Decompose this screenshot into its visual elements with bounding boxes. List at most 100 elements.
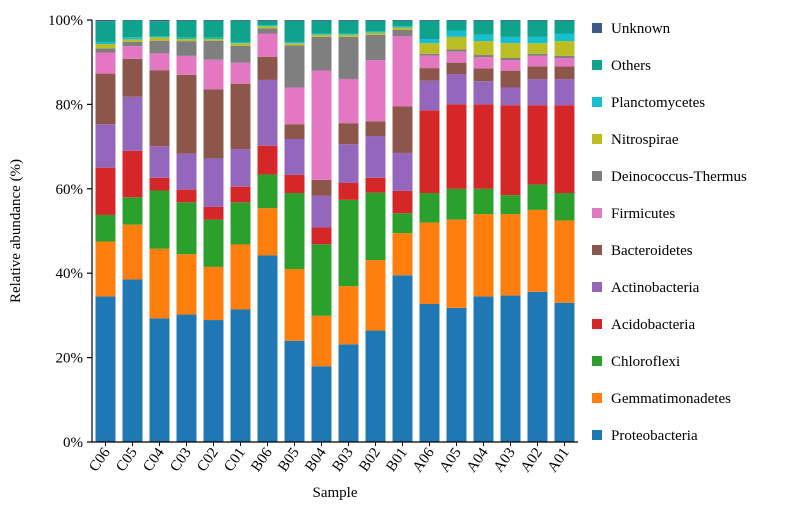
bar-segment-a05-acidobacteria: [446, 104, 467, 189]
bar-segment-c06-unknown: [95, 20, 116, 22]
bar-segment-c04-nitrospirae: [149, 37, 170, 41]
bar-segment-a01-others: [554, 20, 575, 34]
legend-swatch-others: [592, 60, 602, 70]
bar-segment-b02-proteobacteria: [365, 330, 386, 442]
bar-segment-b06-others: [257, 20, 278, 26]
bar-segment-a05-planctomycetes: [446, 30, 467, 37]
bar-segment-b04-chloroflexi: [311, 244, 332, 316]
bar-segment-a06-proteobacteria: [419, 304, 440, 442]
bar-segment-a02-deinococcus-thermus: [527, 53, 548, 56]
bar-segment-b03-others: [338, 20, 359, 34]
bar-segment-a06-chloroflexi: [419, 193, 440, 223]
bar-segment-a03-bacteroidetes: [500, 70, 521, 88]
bar-segment-a02-bacteroidetes: [527, 66, 548, 80]
bar-segment-a02-acidobacteria: [527, 105, 548, 185]
x-tick-label-b01: B01: [383, 445, 410, 475]
bar-segment-c02-deinococcus-thermus: [203, 40, 224, 60]
bar-segment-b04-deinococcus-thermus: [311, 36, 332, 71]
bar-segment-c01-actinobacteria: [230, 149, 251, 187]
bar-segment-c05-bacteroidetes: [122, 58, 143, 97]
bar-segment-c01-firmicutes: [230, 62, 251, 84]
x-tick-label-a04: A04: [464, 445, 492, 476]
bar-segment-c04-gemmatimonadetes: [149, 248, 170, 319]
bar-segment-a02-gemmatimonadetes: [527, 209, 548, 292]
bar-segment-a01-unknown: [554, 20, 575, 21]
legend-label-bacteroidetes: Bacteroidetes: [611, 243, 693, 259]
bar-segment-a06-gemmatimonadetes: [419, 222, 440, 305]
bar-segment-a04-firmicutes: [473, 57, 494, 69]
bar-segment-b05-gemmatimonadetes: [284, 268, 305, 341]
bar-segment-b06-bacteroidetes: [257, 56, 278, 80]
bar-segment-c01-chloroflexi: [230, 202, 251, 245]
bar-segment-a05-bacteroidetes: [446, 62, 467, 75]
bar-segment-b06-proteobacteria: [257, 255, 278, 442]
bar-segment-b05-others: [284, 20, 305, 42]
x-axis-title: Sample: [313, 485, 358, 501]
bar-segment-b01-others: [392, 20, 413, 27]
bar-segment-a03-others: [500, 20, 521, 37]
bars-layer: [95, 20, 575, 442]
bar-segment-a05-unknown: [446, 20, 467, 21]
bar-segment-c05-others: [122, 20, 143, 38]
bar-segment-a03-unknown: [500, 20, 521, 21]
bar-segment-b05-unknown: [284, 20, 305, 21]
bar-segment-c06-gemmatimonadetes: [95, 241, 116, 297]
bar-segment-a04-planctomycetes: [473, 34, 494, 42]
bar-segment-a02-chloroflexi: [527, 184, 548, 210]
bar-segment-b02-chloroflexi: [365, 192, 386, 261]
bar-segment-c02-proteobacteria: [203, 320, 224, 442]
legend-swatch-unknown: [592, 23, 602, 33]
bar-segment-c01-deinococcus-thermus: [230, 45, 251, 63]
bar-segment-b04-bacteroidetes: [311, 179, 332, 196]
bar-segment-b04-proteobacteria: [311, 366, 332, 442]
legend-swatch-nitrospirae: [592, 134, 602, 144]
bar-segment-c06-planctomycetes: [95, 41, 116, 45]
legend-swatch-proteobacteria: [592, 430, 602, 440]
legend-label-acidobacteria: Acidobacteria: [611, 317, 695, 333]
bar-segment-b01-chloroflexi: [392, 213, 413, 234]
bar-segment-c04-others: [149, 21, 170, 37]
bar-segment-c04-deinococcus-thermus: [149, 40, 170, 54]
bar-segment-c02-gemmatimonadetes: [203, 266, 224, 321]
bar-segment-a03-gemmatimonadetes: [500, 214, 521, 296]
x-tick-label-a06: A06: [410, 445, 438, 476]
legend-swatch-chloroflexi: [592, 356, 602, 366]
bar-segment-a02-nitrospirae: [527, 43, 548, 54]
bar-segment-c02-unknown: [203, 20, 224, 21]
bar-segment-c02-bacteroidetes: [203, 89, 224, 159]
bar-segment-a05-nitrospirae: [446, 36, 467, 50]
bar-segment-a04-chloroflexi: [473, 188, 494, 215]
bar-segment-a02-planctomycetes: [527, 36, 548, 44]
bar-segment-b04-acidobacteria: [311, 227, 332, 245]
bar-segment-c01-acidobacteria: [230, 186, 251, 203]
y-tick-label: 40%: [56, 266, 84, 282]
bar-segment-a01-deinococcus-thermus: [554, 55, 575, 58]
bar-segment-c03-gemmatimonadetes: [176, 254, 197, 315]
bar-segment-b03-gemmatimonadetes: [338, 286, 359, 345]
bar-segment-b04-nitrospirae: [311, 34, 332, 37]
bar-segment-c06-deinococcus-thermus: [95, 48, 116, 53]
x-tick-label-c04: C04: [140, 445, 168, 475]
bar-segment-a02-others: [527, 20, 548, 37]
bar-segment-c04-chloroflexi: [149, 190, 170, 249]
bar-segment-b01-firmicutes: [392, 36, 413, 107]
bar-segment-b02-firmicutes: [365, 60, 386, 122]
bar-segment-a01-firmicutes: [554, 57, 575, 67]
bar-segment-c02-planctomycetes: [203, 37, 224, 39]
bar-segment-a04-unknown: [473, 20, 494, 21]
bar-segment-b05-proteobacteria: [284, 340, 305, 442]
bar-segment-a05-others: [446, 20, 467, 31]
bar-segment-b05-nitrospirae: [284, 43, 305, 46]
legend-swatch-actinobacteria: [592, 282, 602, 292]
x-tick-label-c05: C05: [113, 445, 140, 475]
legend-swatch-deinococcus-thermus: [592, 171, 602, 181]
bar-segment-c03-proteobacteria: [176, 314, 197, 442]
bar-segment-b01-bacteroidetes: [392, 106, 413, 153]
bar-segment-a04-actinobacteria: [473, 81, 494, 105]
x-tick-label-b02: B02: [356, 445, 383, 475]
bar-segment-b03-proteobacteria: [338, 344, 359, 442]
bar-segment-c05-acidobacteria: [122, 150, 143, 198]
bar-segment-b05-acidobacteria: [284, 174, 305, 194]
bar-segment-c04-unknown: [149, 20, 170, 22]
